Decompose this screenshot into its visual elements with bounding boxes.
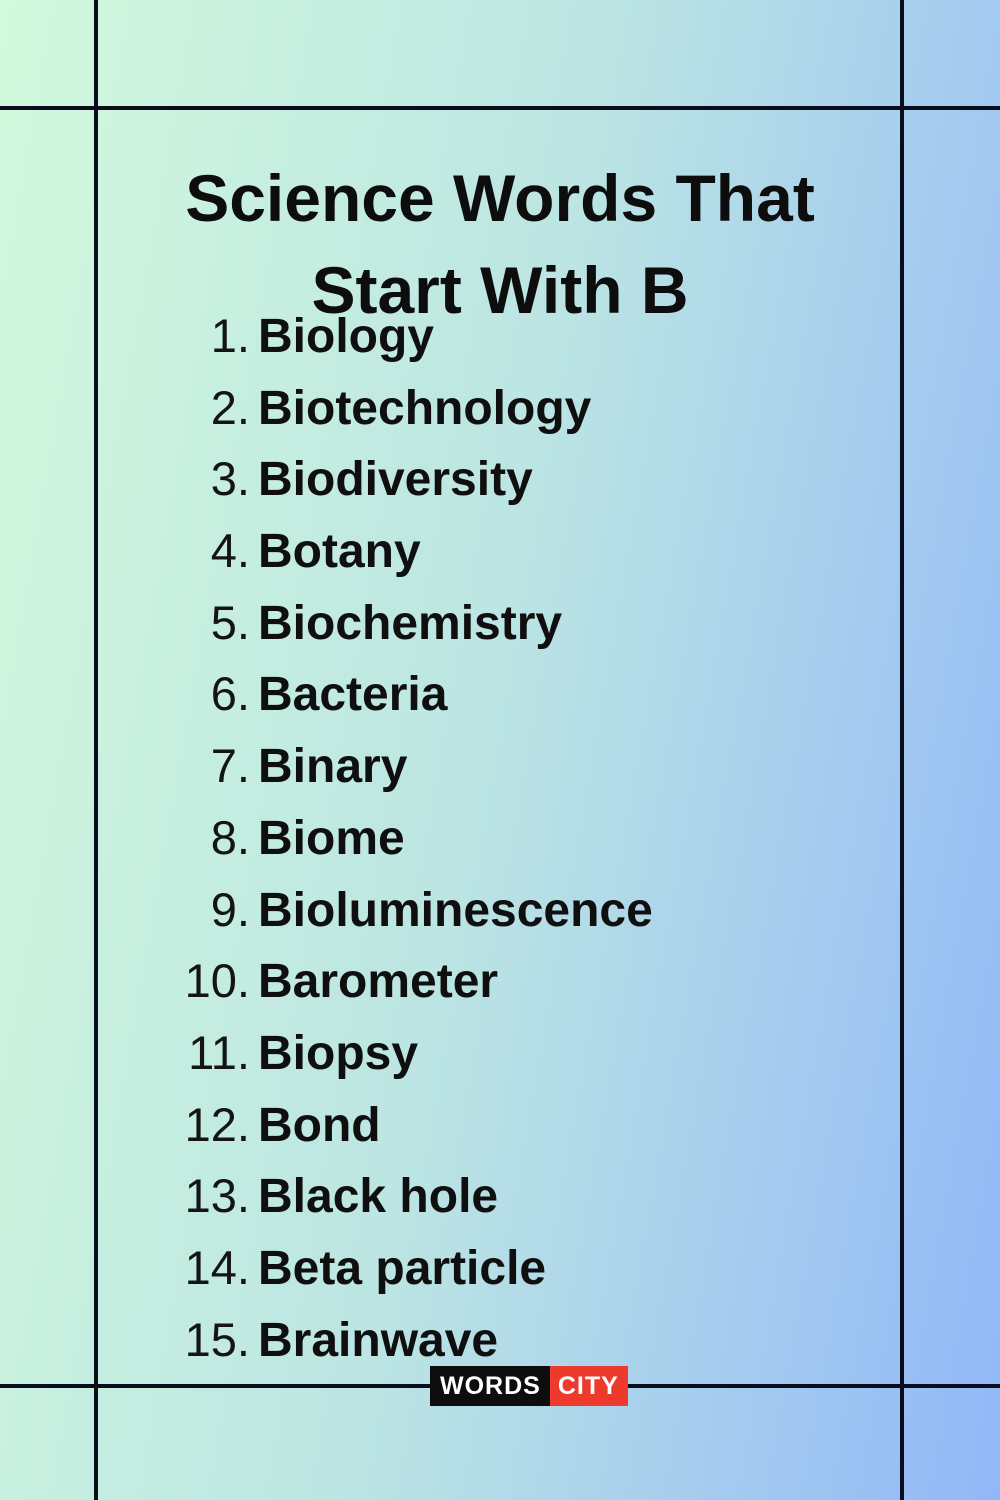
list-item: 11. Biopsy <box>95 1017 855 1089</box>
frame-line-right <box>900 0 904 1500</box>
list-item-word: Barometer <box>258 955 499 1009</box>
page-title-line2: Start With B <box>311 253 689 328</box>
list-item: 3. Biodiversity <box>95 443 855 515</box>
list-item-word: Biome <box>258 811 405 865</box>
list-item-number: 3. <box>210 452 250 506</box>
list-item: 12. Bond <box>95 1089 855 1161</box>
list-item-number: 8. <box>210 810 250 864</box>
list-item-number: 1. <box>210 309 250 362</box>
list-item-word: Bacteria <box>258 668 448 722</box>
logo-words-segment: WORDS <box>430 1366 550 1406</box>
list-item: 9. Bioluminescence <box>95 874 855 946</box>
list-item-word: Brainwave <box>258 1313 499 1367</box>
list-item-word: Black hole <box>258 1170 499 1224</box>
list-item: 8. Biome <box>95 802 855 874</box>
list-item-number: 13. <box>184 1169 250 1223</box>
list-item-number: 14. <box>184 1240 250 1294</box>
list-item-number: 12. <box>184 1097 250 1151</box>
list-item: 2. Biotechnology <box>95 372 855 444</box>
word-list: 1. Biology 2. Biotechnology 3. Biodivers… <box>95 300 855 1375</box>
list-item: 7. Binary <box>95 730 855 802</box>
list-item: 4. Botany <box>95 515 855 587</box>
list-item: 10. Barometer <box>95 945 855 1017</box>
list-item-number: 4. <box>210 524 250 578</box>
list-item-word: Biotechnology <box>258 381 592 435</box>
list-item-word: Biodiversity <box>258 453 533 507</box>
list-item-word: Bioluminescence <box>258 883 653 937</box>
page-title: Science Words That Start With B <box>0 152 1000 336</box>
list-item-word: Beta particle <box>258 1241 547 1295</box>
list-item-number: 2. <box>210 380 250 434</box>
list-item: 1. Biology <box>95 300 855 372</box>
list-item: 5. Biochemistry <box>95 587 855 659</box>
page-title-line1: Science Words That <box>185 161 815 236</box>
list-item-word: Biopsy <box>258 1026 419 1080</box>
list-item-word: Bond <box>258 1098 381 1152</box>
list-item: 13. Black hole <box>95 1160 855 1232</box>
frame-line-top <box>0 106 1000 110</box>
list-item-number: 5. <box>210 595 250 649</box>
list-item-number: 15. <box>184 1312 250 1366</box>
frame-line-left <box>94 0 98 1500</box>
list-item-number: 6. <box>210 667 250 721</box>
list-item: 6. Bacteria <box>95 658 855 730</box>
list-item-number: 11. <box>188 1025 250 1079</box>
list-item-word: Biology <box>258 310 434 363</box>
list-item-number: 9. <box>210 882 250 936</box>
list-item-number: 7. <box>210 739 250 793</box>
list-item: 14. Beta particle <box>95 1232 855 1304</box>
words-city-logo: WORDS CITY <box>430 1366 628 1406</box>
list-item-word: Biochemistry <box>258 596 563 650</box>
list-item-word: Botany <box>258 525 421 579</box>
list-item-number: 10. <box>184 954 250 1008</box>
list-item-word: Binary <box>258 740 408 794</box>
logo-city-segment: CITY <box>549 1366 628 1406</box>
list-item: 15. Brainwave <box>95 1304 855 1376</box>
